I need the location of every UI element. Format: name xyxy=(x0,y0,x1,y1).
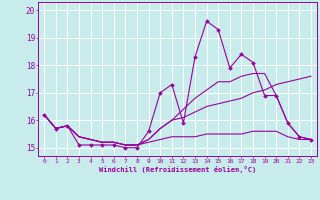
X-axis label: Windchill (Refroidissement éolien,°C): Windchill (Refroidissement éolien,°C) xyxy=(99,166,256,173)
